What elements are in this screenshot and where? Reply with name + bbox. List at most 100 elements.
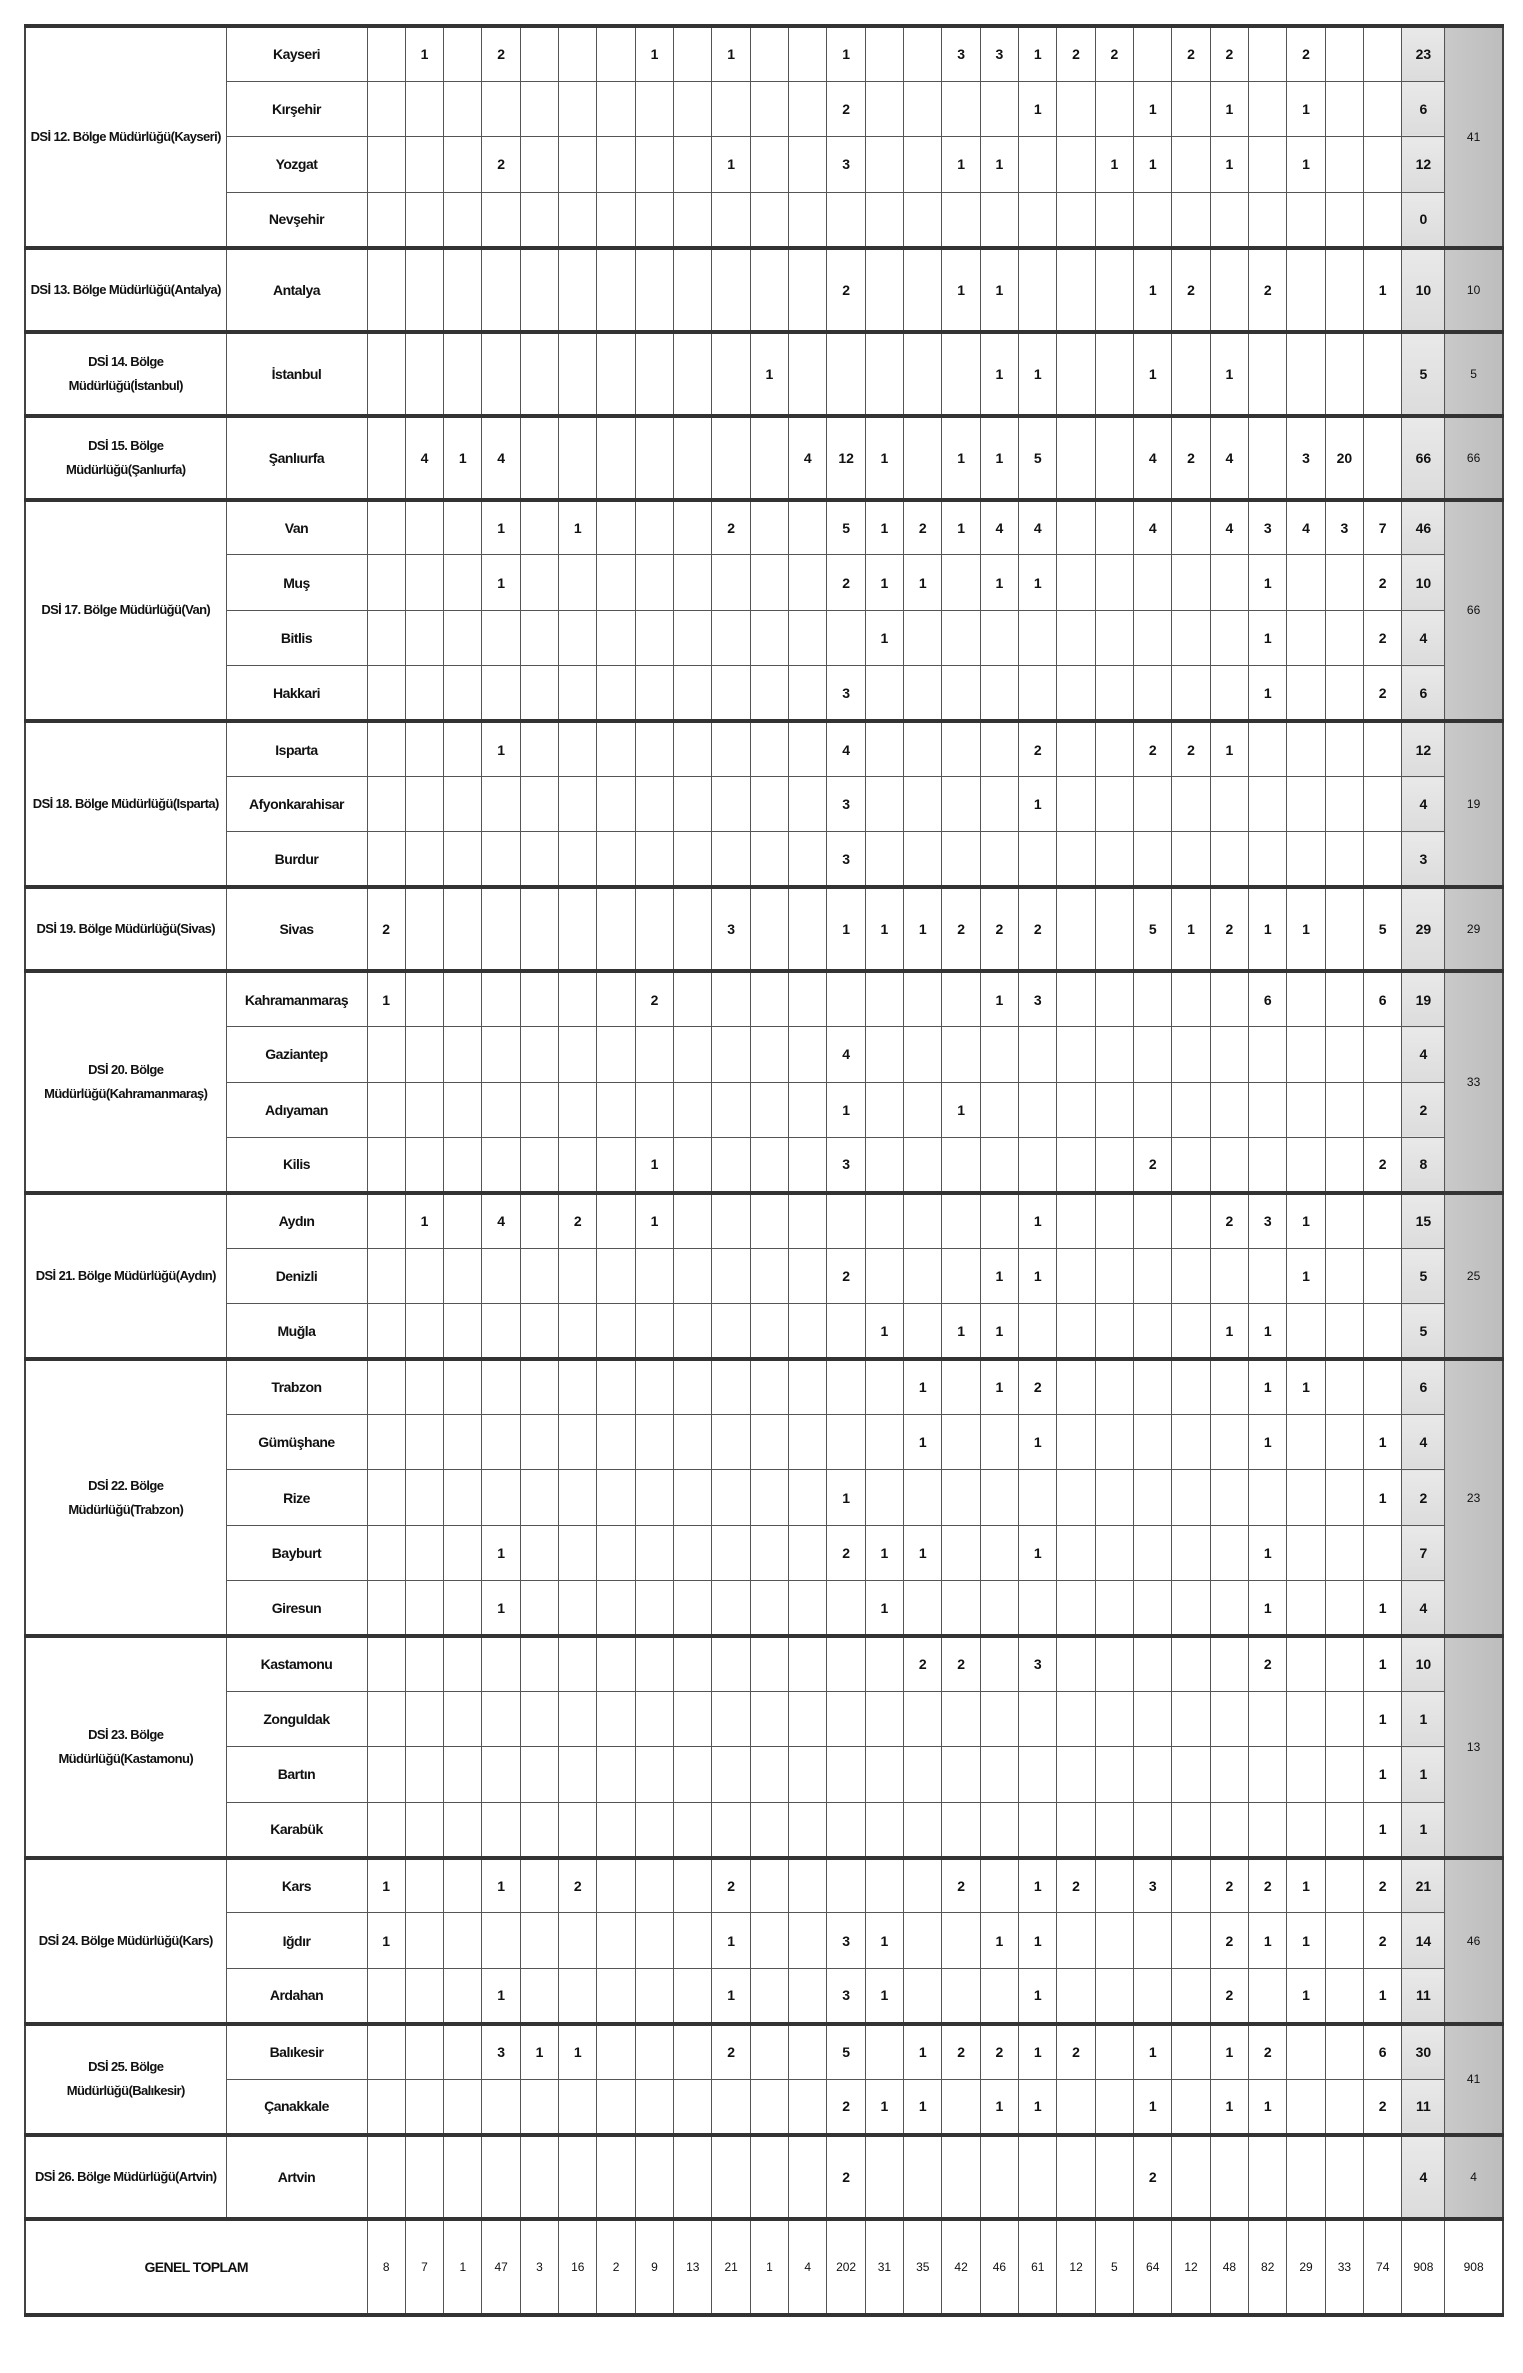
value-cell [481, 1026, 521, 1083]
value-cell [481, 191, 521, 249]
value-cell: 3 [1018, 1633, 1058, 1692]
value-cell [941, 1801, 981, 1859]
value-cell [1094, 1247, 1135, 1305]
value-cell: 1 [481, 1855, 521, 1914]
value-cell [366, 23, 406, 82]
value-cell [558, 2132, 598, 2219]
value-cell [788, 23, 828, 82]
value-cell [1133, 609, 1173, 667]
value-cell: 3 [826, 776, 866, 833]
value-cell [1018, 609, 1058, 667]
value-cell [443, 776, 483, 833]
region-name-cell: DSİ 14. Bölge Müdürlüğü(İstanbul) [24, 329, 227, 417]
value-cell: 1 [1018, 2078, 1058, 2136]
value-cell: 2 [1248, 1855, 1288, 1914]
value-cell [1018, 1580, 1058, 1637]
value-cell [903, 80, 943, 138]
value-cell [979, 665, 1020, 722]
value-cell: 1 [864, 885, 905, 972]
value-cell [1133, 1026, 1173, 1083]
value-cell [481, 1413, 521, 1471]
value-cell [1171, 1967, 1211, 2025]
value-cell [941, 1136, 981, 1194]
value-cell: 1 [1094, 136, 1135, 193]
value-cell [941, 1357, 981, 1415]
grand-total-value: 2 [596, 2216, 636, 2315]
value-cell [481, 609, 521, 667]
value-cell [1056, 2132, 1096, 2219]
value-cell: 1 [1133, 2078, 1173, 2136]
value-cell: 1 [826, 885, 866, 972]
value-cell [711, 245, 751, 333]
value-cell: 1 [941, 1081, 981, 1138]
value-cell [826, 609, 866, 667]
value-cell [1324, 1967, 1365, 2025]
value-cell [1209, 831, 1250, 888]
value-cell [443, 1967, 483, 2025]
province-total-cell: 14 [1401, 1912, 1446, 1969]
value-cell [1056, 776, 1096, 833]
value-cell [1363, 80, 1403, 138]
table-row: Bartın 1 1 [25, 1746, 1503, 1803]
value-cell [404, 1081, 445, 1138]
value-cell [1094, 1855, 1135, 1914]
value-cell: 1 [979, 1303, 1020, 1360]
value-cell [826, 1580, 866, 1637]
value-cell [1094, 1136, 1135, 1194]
value-cell [979, 1967, 1020, 2025]
value-cell [1094, 609, 1135, 667]
value-cell: 1 [481, 1580, 521, 1637]
value-cell [1248, 776, 1288, 833]
value-cell [941, 1469, 981, 1526]
value-cell [1286, 719, 1326, 778]
value-cell [673, 1690, 713, 1748]
value-cell [443, 1580, 483, 1637]
value-cell [788, 2021, 828, 2080]
value-cell: 1 [1286, 1247, 1326, 1305]
value-cell [711, 329, 751, 417]
table-row: Bitlis 1 1 2 4 [25, 609, 1503, 667]
value-cell [1248, 1026, 1288, 1083]
grand-total-sum: 908 [1401, 2216, 1446, 2315]
value-cell [711, 1524, 751, 1582]
province-name-cell: Kırşehir [225, 80, 368, 138]
value-cell [366, 1690, 406, 1748]
value-cell [1286, 609, 1326, 667]
value-cell [366, 2132, 406, 2219]
value-cell [558, 136, 598, 193]
statistics-table: DSİ 12. Bölge Müdürlüğü(Kayseri) Kayseri 1… [24, 23, 1504, 2317]
value-cell [788, 885, 828, 972]
value-cell [711, 2132, 751, 2219]
province-name-cell: İstanbul [225, 329, 368, 417]
value-cell [1209, 1524, 1250, 1582]
value-cell [1094, 719, 1135, 778]
value-cell: 4 [1209, 413, 1250, 501]
value-cell [634, 1413, 675, 1471]
value-cell [481, 1746, 521, 1803]
value-cell [903, 609, 943, 667]
province-name-cell: Nevşehir [225, 191, 368, 249]
table-row: DSİ 18. Bölge Müdürlüğü(Isparta) Isparta 1… [24, 719, 1504, 888]
value-cell [864, 1469, 905, 1526]
value-cell [634, 497, 675, 556]
value-cell [1094, 80, 1135, 138]
region-total-cell: 13 [1444, 1633, 1504, 1859]
value-cell [1094, 329, 1135, 417]
province-name-cell: Kars [225, 1855, 368, 1914]
value-cell: 1 [941, 1303, 981, 1360]
value-cell [788, 1524, 828, 1582]
grand-total-value: 33 [1324, 2216, 1365, 2315]
value-cell [941, 1524, 981, 1582]
value-cell [519, 1801, 560, 1859]
value-cell: 1 [903, 554, 943, 611]
value-cell [404, 776, 445, 833]
region-name-cell: DSİ 18. Bölge Müdürlüğü(Isparta) [24, 719, 227, 888]
value-cell [558, 969, 598, 1028]
value-cell [596, 1746, 636, 1803]
value-cell [366, 1026, 406, 1083]
province-name-cell: Adıyaman [225, 1081, 368, 1138]
value-cell [749, 1303, 790, 1360]
grand-total-value: 42 [941, 2216, 981, 2315]
value-cell: 2 [979, 2021, 1020, 2080]
value-cell [749, 1690, 790, 1748]
